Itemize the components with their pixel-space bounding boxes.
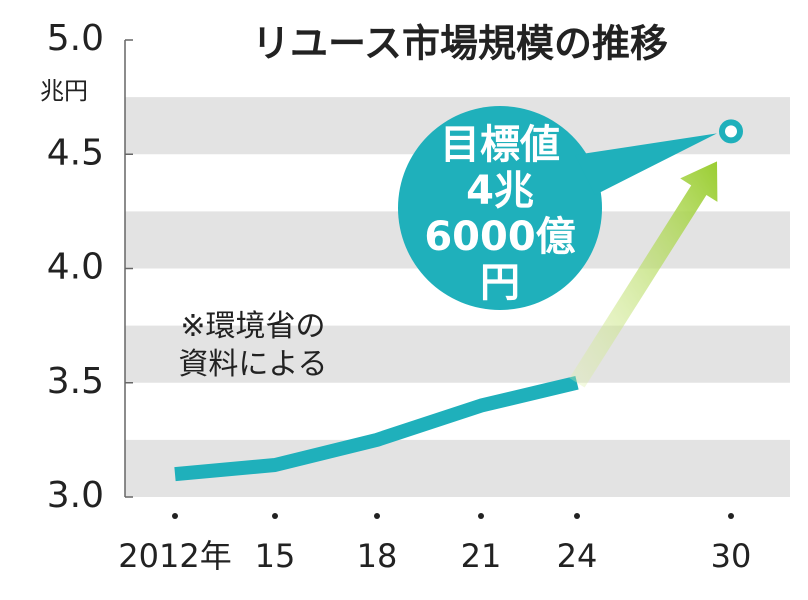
target-marker <box>719 119 743 144</box>
x-tick-label: 24 <box>557 537 598 575</box>
x-tick-label: 30 <box>711 537 752 575</box>
x-tick-label: 15 <box>255 537 296 575</box>
target-arrow <box>569 161 718 388</box>
y-tick-label: 3.0 <box>47 475 104 516</box>
y-tick-label: 3.5 <box>47 361 104 402</box>
data-line <box>174 375 579 482</box>
x-tick-label: 2012年 <box>118 537 231 575</box>
callout-pointer <box>575 133 717 195</box>
y-tick-label: 5.0 <box>47 18 104 59</box>
chart-title: リユース市場規模の推移 <box>252 22 668 66</box>
x-tick <box>574 513 580 519</box>
x-tick <box>272 513 278 519</box>
x-tick <box>478 513 484 519</box>
y-axis-unit: 兆円 <box>40 77 88 105</box>
annotation: ※環境省の資料による <box>178 309 328 382</box>
x-tick <box>172 513 178 519</box>
grid-bands <box>125 97 790 497</box>
y-tick-label: 4.0 <box>47 247 104 288</box>
callout-value: 4兆6000億円 <box>424 168 576 306</box>
y-tick-label: 4.5 <box>47 132 104 173</box>
callout-bubble <box>398 106 602 310</box>
x-tick-label: 18 <box>357 537 398 575</box>
x-tick <box>728 513 734 519</box>
x-tick-label: 21 <box>461 537 502 575</box>
x-tick <box>374 513 380 519</box>
grid-band <box>125 325 790 383</box>
callout-title: 目標値 <box>440 122 560 168</box>
